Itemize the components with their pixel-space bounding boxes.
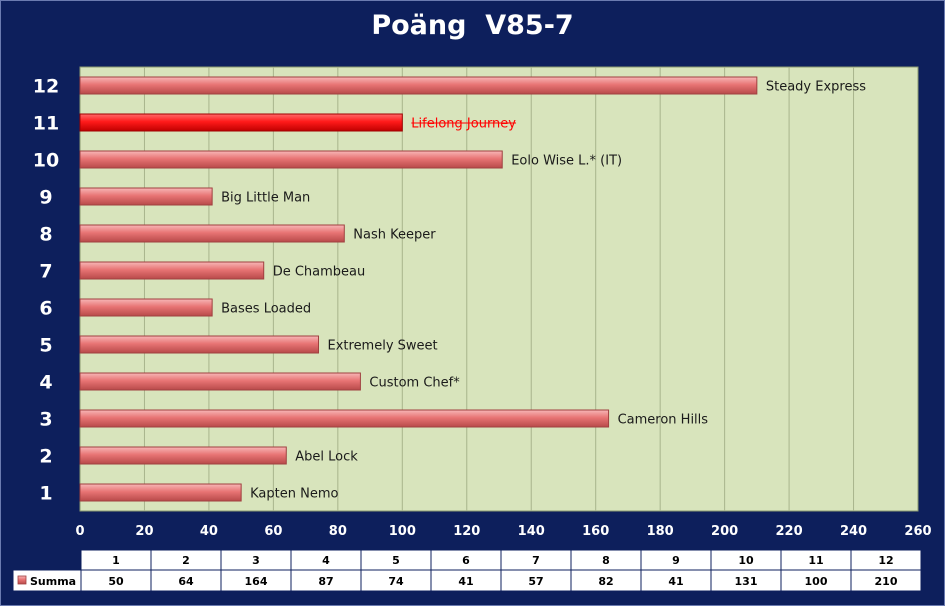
bar (79, 76, 758, 95)
bar-label: Nash Keeper (353, 228, 436, 243)
table-value-cell: 164 (245, 575, 268, 588)
x-tick-label: 80 (329, 524, 347, 539)
table-value-cell: 210 (875, 575, 898, 588)
bar-label: Cameron Hills (618, 413, 709, 428)
table-value-cell: 82 (598, 575, 613, 588)
y-tick-label: 8 (39, 224, 52, 246)
table-header-cell: 3 (252, 554, 260, 567)
y-tick-label: 7 (39, 261, 52, 283)
table-header-cell: 6 (462, 554, 470, 567)
bar (79, 187, 213, 206)
x-tick-label: 100 (389, 524, 416, 539)
bar (79, 298, 213, 317)
bar-label: Steady Express (766, 80, 866, 95)
table-header-cell: 12 (878, 554, 893, 567)
table-value-cell: 41 (458, 575, 473, 588)
x-tick-label: 200 (711, 524, 738, 539)
bar-label: Abel Lock (295, 450, 358, 465)
y-tick-label: 2 (39, 446, 52, 468)
x-tick-label: 220 (776, 524, 803, 539)
bar-label: Extremely Sweet (328, 339, 438, 354)
table-value-cell: 57 (528, 575, 543, 588)
table-value-cell: 100 (805, 575, 828, 588)
table-value-cell: 87 (318, 575, 333, 588)
x-tick-label: 160 (582, 524, 609, 539)
table-value-cell: 50 (108, 575, 124, 588)
y-tick-label: 4 (39, 372, 52, 394)
bar (79, 150, 503, 169)
y-tick-label: 9 (39, 187, 52, 209)
table-header-cell: 7 (532, 554, 540, 567)
bar-label: Lifelong Journey (411, 117, 516, 132)
y-tick-label: 10 (33, 150, 59, 172)
table-header-cell: 2 (182, 554, 190, 567)
x-tick-label: 240 (840, 524, 867, 539)
y-tick-label: 1 (39, 483, 52, 505)
bar-label: Big Little Man (221, 191, 310, 206)
y-tick-label: 6 (39, 298, 52, 320)
y-tick-label: 3 (39, 409, 52, 431)
bar-label: Kapten Nemo (250, 487, 338, 502)
table-header-cell: 11 (808, 554, 823, 567)
table-header-cell: 4 (322, 554, 330, 567)
table-value-cell: 74 (388, 575, 404, 588)
legend-key (17, 575, 27, 585)
table-header-cell: 10 (738, 554, 754, 567)
bar (79, 261, 265, 280)
bar (79, 335, 320, 354)
bar (79, 113, 403, 132)
table-value-cell: 41 (668, 575, 683, 588)
table-header-cell: 1 (112, 554, 120, 567)
plot-area (79, 66, 919, 512)
table-header-cell: 9 (672, 554, 680, 567)
x-tick-label: 180 (647, 524, 674, 539)
bar (79, 372, 361, 391)
bar-label: Custom Chef* (369, 376, 460, 391)
bar (79, 409, 610, 428)
x-tick-label: 40 (200, 524, 218, 539)
bar-label: De Chambeau (273, 265, 366, 280)
table-row-label: Summa (30, 575, 76, 588)
x-tick-label: 140 (518, 524, 545, 539)
x-tick-label: 60 (264, 524, 282, 539)
table-header-cell: 5 (392, 554, 400, 567)
x-tick-label: 120 (453, 524, 480, 539)
table-row-header (12, 569, 82, 592)
x-tick-label: 20 (135, 524, 153, 539)
y-tick-label: 12 (33, 76, 59, 98)
bar (79, 446, 287, 465)
table-header-cell: 8 (602, 554, 610, 567)
chart-title: Poäng V85-7 (371, 10, 574, 41)
bar (79, 224, 345, 243)
y-tick-label: 11 (33, 113, 59, 135)
bar-label: Bases Loaded (221, 302, 311, 317)
bar-label: Eolo Wise L.* (IT) (511, 154, 622, 169)
bar (79, 483, 242, 502)
y-tick-label: 5 (39, 335, 52, 357)
x-tick-label: 0 (75, 524, 84, 539)
table-value-cell: 131 (735, 575, 758, 588)
x-tick-label: 260 (904, 524, 931, 539)
table-value-cell: 64 (178, 575, 194, 588)
